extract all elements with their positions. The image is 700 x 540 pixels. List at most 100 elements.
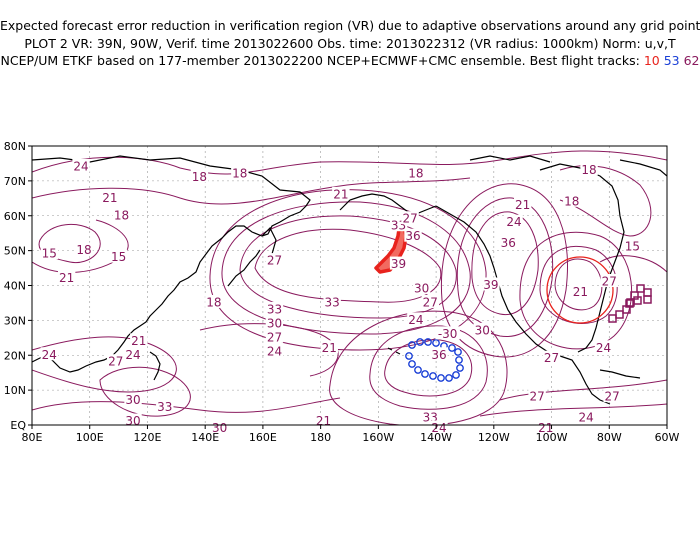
contour-label: 15 <box>111 250 126 264</box>
contour-label: 15 <box>42 247 57 261</box>
contour-label: 30 <box>212 421 227 435</box>
contour-label: 27 <box>602 275 617 289</box>
coastline-north-america <box>435 205 611 405</box>
contour-label-bg <box>407 312 425 326</box>
contour-label-bg <box>421 294 440 308</box>
coastline-alaska <box>339 193 437 215</box>
contour-line <box>239 215 457 319</box>
contour-label: 24 <box>408 313 423 327</box>
y-tick-label: 70N <box>4 175 26 188</box>
contour-label: 27 <box>544 351 559 365</box>
contour-line <box>471 211 539 316</box>
flight-track-10-label: 10 <box>643 53 660 68</box>
contour-label-bg <box>265 315 284 329</box>
contour-label-bg <box>124 413 142 427</box>
contour-label-bg <box>594 340 613 354</box>
contour-label: 27 <box>402 212 417 226</box>
contour-label-bg <box>505 214 523 228</box>
contour-label: 30 <box>125 393 140 407</box>
track-marker <box>416 338 424 346</box>
flight-track-53-label: 53 <box>663 53 680 68</box>
contour-label: 21 <box>102 191 117 205</box>
contour-label-bg <box>314 413 333 427</box>
y-tick-label: 60N <box>4 210 26 223</box>
contour-label-bg <box>580 162 598 176</box>
track-marker <box>405 352 413 360</box>
contour-label-bg <box>265 343 284 357</box>
contour-line <box>559 165 652 237</box>
contour-label: 27 <box>267 330 282 344</box>
contour-label: 21 <box>538 421 553 435</box>
track-marker <box>448 344 456 352</box>
contour-label: 27 <box>423 295 438 309</box>
contour-label-bg <box>513 197 532 211</box>
track-marker <box>615 310 624 319</box>
x-tick-label: 80E <box>22 431 43 444</box>
contour-line <box>199 323 339 377</box>
contour-label-bg <box>473 322 491 336</box>
contour-label-bg <box>265 253 284 267</box>
contour-label: 18 <box>564 194 579 208</box>
track-marker <box>432 339 440 347</box>
x-tick-label: 140E <box>191 431 219 444</box>
contour-label: 18 <box>76 243 91 257</box>
contour-label-bg <box>57 270 76 284</box>
contour-label-bg <box>332 186 350 200</box>
coastline-arctic <box>469 155 551 163</box>
contour-label-bg <box>623 239 642 253</box>
x-tick-label: 160W <box>362 431 394 444</box>
contour-label-bg <box>430 347 448 361</box>
contour-label-bg <box>537 420 555 434</box>
contour-label-bg <box>124 392 142 406</box>
contour-label-bg <box>124 347 142 361</box>
contour-label: 30 <box>125 414 140 428</box>
contour-label-bg <box>107 354 125 368</box>
contour-label-bg <box>412 280 431 294</box>
contour-line <box>329 310 508 425</box>
contour-line <box>479 403 667 417</box>
contour-label: 18 <box>114 208 129 222</box>
contour-label: 21 <box>59 271 74 285</box>
contour-label-bg <box>40 347 59 361</box>
contour-label-bg <box>109 249 128 263</box>
contour-label: 24 <box>431 421 446 435</box>
coastline-greenland <box>619 159 667 177</box>
track-marker <box>421 370 429 378</box>
contour-label-bg <box>72 158 90 172</box>
contour-label-bg <box>603 389 621 403</box>
contour-label-bg <box>401 211 419 225</box>
contour-label: 21 <box>333 187 348 201</box>
contour-line <box>599 255 667 273</box>
x-axis-ticks: 80E 100E 120E 140E 160E 180 160W 140W 120W 100W 80… <box>22 425 680 444</box>
contour-label-bg <box>101 190 119 204</box>
flight-track-62-label: 62 <box>683 53 700 68</box>
contour-label-bg <box>231 165 249 179</box>
verification-region-circle <box>546 256 614 324</box>
title-line-3: NCEP/UM ETKF based on 177-member 2013022… <box>0 53 700 68</box>
contour-label-bg <box>323 294 341 308</box>
contour-label: 18 <box>206 295 221 309</box>
contour-label-bg <box>600 274 618 288</box>
contour-label: 24 <box>42 348 57 362</box>
track-marker <box>437 374 445 382</box>
contour-label: 36 <box>405 229 420 243</box>
x-tick-label: 100E <box>76 431 104 444</box>
contour-label: -30 <box>438 327 458 341</box>
contour-label-bg <box>265 301 284 315</box>
track-marker <box>408 341 416 349</box>
track-marker <box>414 366 422 374</box>
contour-line <box>554 258 603 311</box>
y-tick-label: 30N <box>4 314 26 327</box>
contour-label: 33 <box>157 400 172 414</box>
contour-line <box>32 336 177 393</box>
y-tick-label: 40N <box>4 280 26 293</box>
contour-label: 39 <box>483 278 498 292</box>
contour-label-bg <box>407 165 425 179</box>
contour-label: 27 <box>529 390 544 404</box>
x-tick-label: 140W <box>420 431 452 444</box>
contour-label-bg <box>482 277 500 291</box>
contour-label: 27 <box>605 390 620 404</box>
contour-label: 21 <box>515 198 530 212</box>
track-marker <box>452 371 460 379</box>
